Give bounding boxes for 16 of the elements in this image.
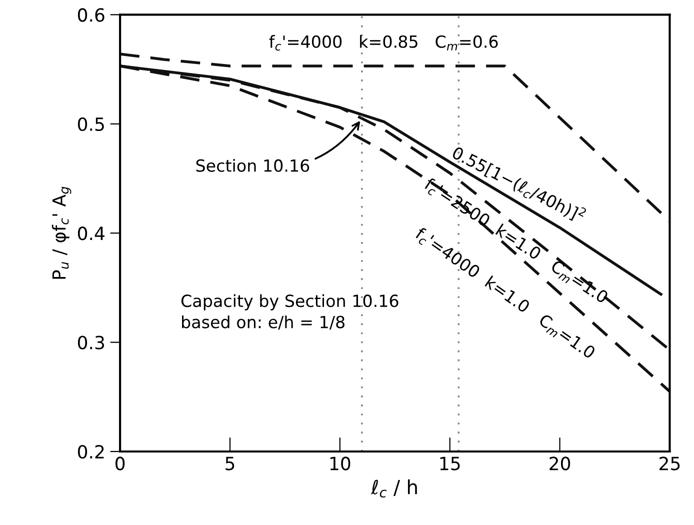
annotation: f$_{c}$'=4000 k=0.85 C$_{m}$=0.6 (269, 35, 498, 51)
y-axis-title: P$_{u}$ / φf$_{c}$' A$_{g}$ (52, 186, 72, 279)
annotation: Capacity by Section 10.16 based on: e/h = 1/8 (181, 294, 398, 330)
y-tick-label: 0.3 (78, 336, 104, 350)
x-tick-label: 5 (226, 456, 234, 470)
annotation: Section 10.16 (196, 158, 310, 172)
x-tick-label: 10 (330, 456, 350, 470)
y-tick-label: 0.4 (78, 226, 104, 240)
y-tick-label: 0.5 (78, 117, 104, 132)
x-axis-title: ℓ$_{c}$ / h (370, 479, 417, 498)
y-tick-label: 0.6 (78, 8, 104, 22)
x-tick-label: 25 (660, 456, 680, 470)
y-tick-label: 0.2 (78, 444, 104, 459)
x-tick-label: 15 (440, 456, 460, 470)
x-tick-label: 20 (550, 456, 570, 470)
x-tick-label: 0 (116, 456, 125, 470)
